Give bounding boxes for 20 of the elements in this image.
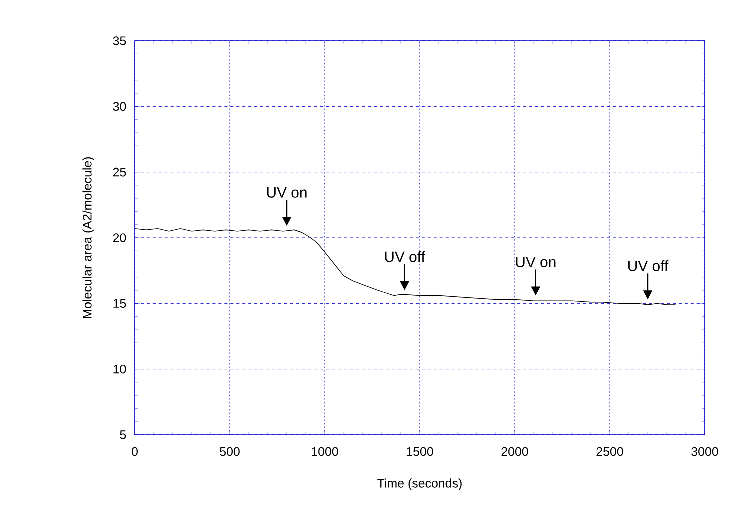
y-tick-label: 20 xyxy=(113,234,126,242)
x-tick-label: 0 xyxy=(132,447,138,456)
x-axis-title: Time (seconds) xyxy=(378,478,462,490)
annotation: UV off xyxy=(385,251,426,262)
x-tick-label: 1500 xyxy=(407,447,434,456)
y-tick-label: 25 xyxy=(113,168,126,177)
x-tick-label: 1000 xyxy=(312,447,338,456)
x-tick-label: 2000 xyxy=(502,447,528,456)
y-tick-label: 15 xyxy=(114,299,126,308)
annotation: UV on xyxy=(267,187,307,198)
annotation: UV off xyxy=(628,260,669,272)
x-tick-label: 2500 xyxy=(596,447,624,456)
y-tick-label: 30 xyxy=(113,102,126,112)
y-axis-title: Molecular area (A2/molecule) xyxy=(82,157,94,318)
x-tick-label: 500 xyxy=(220,447,240,456)
annotation: UV on xyxy=(516,257,556,268)
y-tick-label: 10 xyxy=(114,364,126,374)
y-tick-label: 35 xyxy=(113,36,126,46)
x-tick-label: 3000 xyxy=(692,447,718,456)
y-tick-label: 5 xyxy=(120,430,126,440)
